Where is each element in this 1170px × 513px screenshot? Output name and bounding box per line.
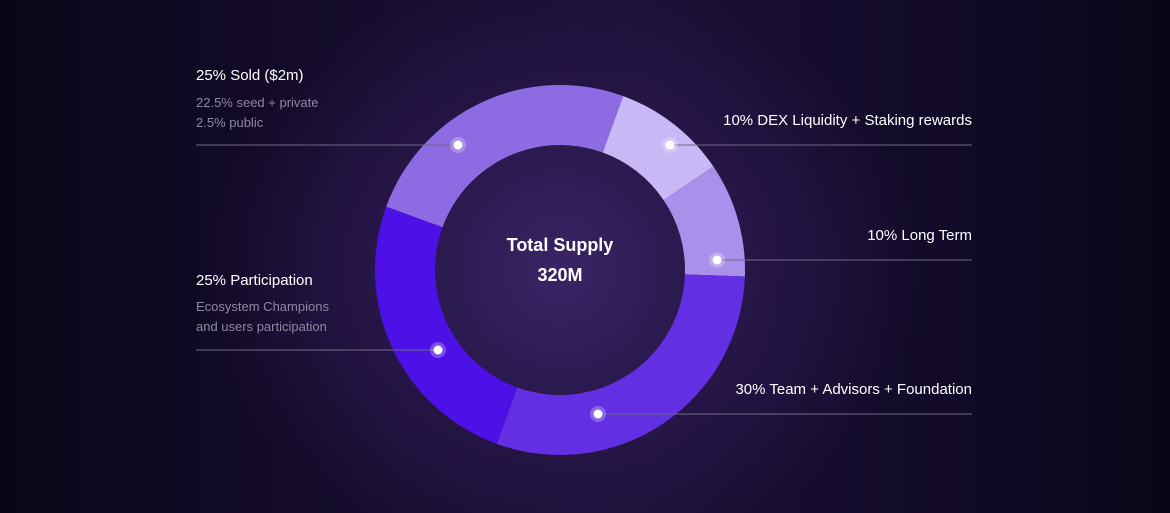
marker-dot-1 — [665, 140, 675, 150]
label-sold: 25% Sold ($2m) — [196, 67, 304, 84]
sub-sold-seed: 22.5% seed + private — [196, 95, 319, 110]
sub-sold-public: 2.5% public — [196, 115, 264, 130]
donut-slice-4 — [375, 206, 518, 444]
donut-slice-2 — [663, 166, 746, 277]
marker-dot-0 — [453, 140, 463, 150]
donut-slice-0 — [386, 85, 624, 228]
marker-dot-2 — [712, 255, 722, 265]
marker-dot-4 — [433, 345, 443, 355]
label-participation: 25% Participation — [196, 272, 313, 289]
label-dex-liquidity: 10% DEX Liquidity + Staking rewards — [723, 112, 972, 129]
center-title: Total Supply — [506, 235, 614, 255]
donut-hole — [435, 145, 685, 395]
label-long-term: 10% Long Term — [867, 227, 972, 244]
label-team: 30% Team + Advisors + Foundation — [735, 381, 972, 398]
sub-participation-2: and users participation — [196, 319, 327, 334]
sub-participation-1: Ecosystem Champions — [196, 299, 329, 314]
donut-slice-1 — [602, 96, 714, 201]
center-value: 320M — [537, 265, 583, 285]
marker-dot-3 — [593, 409, 603, 419]
donut-slice-3 — [496, 274, 745, 455]
